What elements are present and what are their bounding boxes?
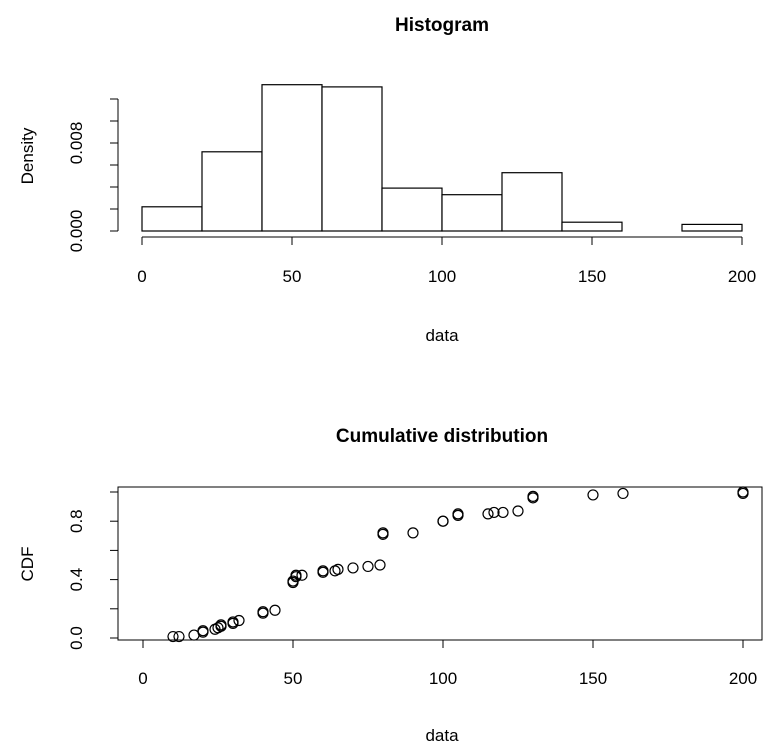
cdf-point — [617, 487, 629, 500]
cdf-point — [227, 616, 239, 628]
cdf-x-tick-label: 0 — [138, 669, 147, 688]
histogram-bar — [441, 194, 503, 232]
cdf-y-tick-label: 0.8 — [67, 509, 86, 533]
cdf-points — [167, 486, 749, 643]
histogram-bar — [381, 187, 443, 232]
histogram-y-tick-label: 0.008 — [67, 122, 86, 165]
cdf-point — [497, 506, 509, 519]
histogram-x-tick-label: 0 — [137, 267, 146, 286]
cdf-x-tick-label: 100 — [429, 669, 457, 688]
cdf-y-tick-label: 0.4 — [67, 568, 86, 592]
cdf-point — [512, 505, 524, 517]
cdf-point — [332, 563, 344, 575]
histogram-y-axis-label: Density — [18, 127, 37, 184]
cdf-title: Cumulative distribution — [336, 426, 548, 447]
histogram-title: Histogram — [395, 15, 489, 36]
histogram-bar — [201, 151, 263, 232]
cdf-plot-frame — [117, 486, 763, 641]
histogram-bar — [561, 221, 623, 232]
cdf-point — [377, 527, 389, 539]
cdf-x-axis-label: data — [425, 726, 459, 745]
cdf-point — [407, 527, 419, 539]
histogram-x-tick-label: 200 — [728, 267, 756, 286]
histogram-x-tick-label: 50 — [283, 267, 302, 286]
cdf-point — [167, 630, 179, 643]
histogram-bar — [681, 223, 743, 232]
cdf-y-axis: 0.0 0.4 0.8 — [67, 491, 118, 650]
histogram-x-axis: 0 50 100 150 200 — [137, 236, 756, 286]
cdf-x-tick-label: 150 — [579, 669, 607, 688]
cdf-point — [173, 630, 185, 643]
cdf-y-axis-label: CDF — [18, 547, 37, 582]
cdf-point — [317, 565, 329, 577]
cdf-point — [257, 606, 269, 618]
cdf-point — [197, 625, 209, 637]
histogram-bar — [141, 206, 203, 232]
histogram-bar — [321, 86, 383, 232]
cdf-point — [482, 508, 494, 520]
histogram-bars — [141, 84, 743, 232]
histogram-x-tick-label: 150 — [578, 267, 606, 286]
cdf-point — [233, 614, 245, 627]
cdf-point — [374, 559, 386, 571]
cdf-point — [437, 515, 449, 527]
cdf-x-tick-label: 200 — [729, 669, 757, 688]
cdf-x-tick-label: 50 — [284, 669, 303, 688]
cdf-point — [452, 508, 464, 520]
cdf-point — [269, 604, 281, 616]
histogram-y-tick-label: 0.000 — [67, 210, 86, 253]
cdf-point — [347, 562, 359, 574]
cdf-point — [296, 569, 308, 581]
histogram-y-axis: 0.000 0.008 — [67, 98, 119, 253]
cdf-point — [488, 506, 500, 519]
cdf-point — [215, 619, 227, 631]
histogram-bar — [501, 172, 563, 232]
cdf-point — [290, 569, 302, 581]
cdf-y-tick-label: 0.0 — [67, 626, 86, 650]
cdf-point — [527, 490, 539, 502]
cdf-x-axis: 0 50 100 150 200 — [138, 640, 757, 688]
histogram-x-axis-label: data — [425, 326, 459, 345]
histogram-panel: Histogram data Density 0 50 100 150 200 0.00… — [18, 15, 756, 345]
cdf-panel: Cumulative distribution data CDF 0 50 100 1… — [18, 426, 763, 745]
histogram-bar — [261, 84, 323, 232]
cdf-point — [362, 560, 374, 573]
cdf-point — [587, 489, 599, 501]
cdf-point — [737, 486, 749, 498]
histogram-x-tick-label: 100 — [428, 267, 456, 286]
